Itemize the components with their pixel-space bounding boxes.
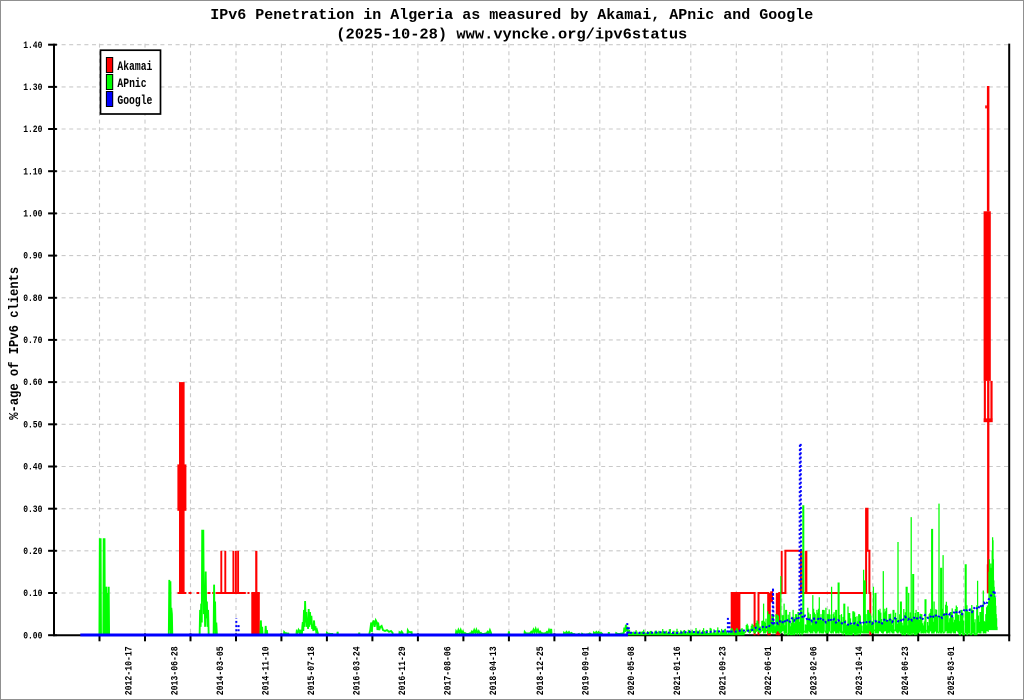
svg-text:0.50: 0.50 — [23, 420, 42, 431]
svg-text:2016-11-29: 2016-11-29 — [398, 646, 409, 695]
svg-text:1.10: 1.10 — [23, 167, 42, 178]
svg-text:2012-10-17: 2012-10-17 — [124, 646, 135, 695]
svg-text:0.30: 0.30 — [23, 505, 42, 516]
svg-text:1.00: 1.00 — [23, 210, 42, 221]
svg-text:2016-03-24: 2016-03-24 — [353, 646, 364, 695]
svg-text:2024-06-23: 2024-06-23 — [901, 646, 912, 695]
svg-text:0.10: 0.10 — [23, 589, 42, 600]
svg-text:0.00: 0.00 — [23, 631, 42, 642]
svg-text:Google: Google — [117, 93, 152, 108]
svg-text:2021-01-16: 2021-01-16 — [673, 646, 684, 695]
svg-text:2023-02-06: 2023-02-06 — [810, 646, 821, 695]
svg-text:0.90: 0.90 — [23, 252, 42, 263]
svg-text:2018-12-25: 2018-12-25 — [536, 646, 547, 695]
svg-text:2015-07-18: 2015-07-18 — [307, 646, 318, 695]
svg-text:0.20: 0.20 — [23, 547, 42, 558]
svg-text:(2025-10-28) www.vyncke.org/ip: (2025-10-28) www.vyncke.org/ipv6status — [336, 27, 687, 44]
svg-text:2023-10-14: 2023-10-14 — [855, 646, 866, 695]
svg-text:2025-03-01: 2025-03-01 — [947, 646, 958, 695]
svg-text:2013-06-28: 2013-06-28 — [171, 646, 182, 695]
svg-text:1.30: 1.30 — [23, 83, 42, 94]
svg-text:0.60: 0.60 — [23, 378, 42, 389]
svg-text:2021-09-23: 2021-09-23 — [718, 646, 729, 695]
svg-text:0.80: 0.80 — [23, 294, 42, 305]
svg-text:APnic: APnic — [117, 76, 146, 91]
svg-text:0.70: 0.70 — [23, 336, 42, 347]
svg-text:2020-05-08: 2020-05-08 — [627, 646, 638, 695]
svg-text:2018-04-13: 2018-04-13 — [489, 646, 500, 695]
svg-text:%-age of IPv6 clients: %-age of IPv6 clients — [7, 267, 23, 420]
svg-text:1.20: 1.20 — [23, 125, 42, 136]
svg-text:2022-06-01: 2022-06-01 — [764, 646, 775, 695]
svg-text:2019-09-01: 2019-09-01 — [581, 646, 592, 695]
svg-text:Akamai: Akamai — [117, 59, 152, 74]
svg-text:0.40: 0.40 — [23, 463, 42, 474]
svg-text:2014-11-10: 2014-11-10 — [262, 646, 273, 695]
svg-text:2017-08-06: 2017-08-06 — [444, 646, 455, 695]
svg-text:2014-03-05: 2014-03-05 — [216, 646, 227, 695]
svg-text:1.40: 1.40 — [23, 41, 42, 52]
svg-text:IPv6 Penetration in Algeria as: IPv6 Penetration in Algeria as measured … — [210, 7, 813, 24]
